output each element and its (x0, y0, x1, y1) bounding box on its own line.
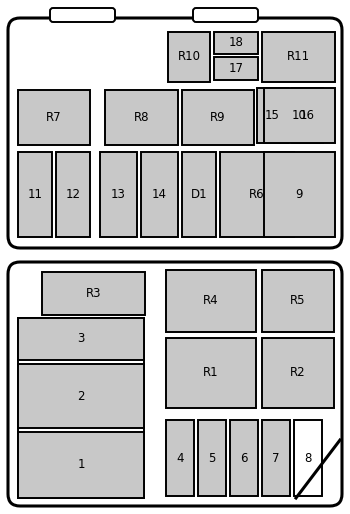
Text: 13: 13 (111, 188, 126, 201)
Bar (100, 152, 137, 237)
Bar (230, 420, 258, 496)
Bar (214, 57, 258, 80)
Bar (198, 420, 226, 496)
Text: 16: 16 (300, 109, 315, 122)
Bar (262, 420, 290, 496)
Text: 8: 8 (304, 451, 312, 465)
Bar (220, 152, 294, 237)
Bar (262, 270, 334, 332)
Bar (56, 152, 90, 237)
Text: R7: R7 (46, 111, 62, 124)
Text: 17: 17 (229, 62, 244, 75)
Bar (166, 270, 256, 332)
FancyBboxPatch shape (8, 262, 342, 506)
Text: R2: R2 (290, 366, 306, 379)
Text: 1: 1 (77, 458, 85, 471)
Bar (18, 318, 144, 360)
Bar (42, 272, 145, 315)
Text: R6: R6 (249, 188, 265, 201)
Text: 18: 18 (229, 36, 244, 49)
Bar (18, 432, 144, 498)
Bar (214, 32, 258, 54)
Bar (168, 32, 210, 82)
FancyBboxPatch shape (50, 8, 115, 22)
Text: R4: R4 (203, 295, 219, 307)
Bar (262, 32, 335, 82)
Bar (166, 338, 256, 408)
Bar (292, 88, 323, 143)
Text: 5: 5 (208, 451, 216, 465)
Bar (18, 364, 144, 428)
Text: 9: 9 (296, 188, 303, 201)
Bar (294, 420, 322, 496)
Text: 11: 11 (28, 188, 42, 201)
Bar (18, 90, 90, 145)
FancyBboxPatch shape (8, 18, 342, 248)
Text: R8: R8 (134, 111, 149, 124)
Text: 12: 12 (65, 188, 80, 201)
Text: 14: 14 (152, 188, 167, 201)
Text: 10: 10 (292, 109, 307, 122)
Bar (182, 90, 254, 145)
Text: D1: D1 (191, 188, 207, 201)
Bar (18, 152, 52, 237)
Bar (257, 88, 288, 143)
Text: R11: R11 (287, 50, 310, 64)
Bar (18, 318, 144, 498)
Text: 7: 7 (272, 451, 280, 465)
Bar (141, 152, 178, 237)
FancyBboxPatch shape (193, 8, 258, 22)
Bar (262, 338, 334, 408)
Bar (264, 152, 335, 237)
Text: R1: R1 (203, 366, 219, 379)
Bar (182, 152, 216, 237)
Text: R5: R5 (290, 295, 306, 307)
Text: 15: 15 (265, 109, 280, 122)
Bar (166, 420, 194, 496)
Text: 2: 2 (77, 390, 85, 402)
Text: 6: 6 (240, 451, 248, 465)
Text: 4: 4 (176, 451, 184, 465)
Bar (105, 90, 178, 145)
Text: 3: 3 (77, 333, 85, 345)
Text: R10: R10 (177, 50, 201, 64)
Bar (264, 88, 335, 143)
Text: R3: R3 (86, 287, 101, 300)
Text: R9: R9 (210, 111, 226, 124)
